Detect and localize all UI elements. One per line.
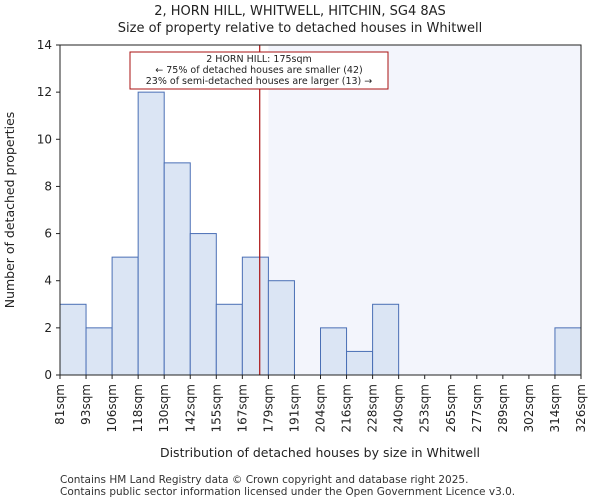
bar-216sqm xyxy=(346,350,374,376)
x-tick-label: 228sqm xyxy=(366,384,380,432)
x-axis-label: Distribution of detached houses by size … xyxy=(160,445,480,460)
bar-179sqm xyxy=(267,280,295,376)
bar-81sqm xyxy=(59,303,87,376)
x-tick-label: 314sqm xyxy=(548,384,562,432)
annotation-box: 2 HORN HILL: 175sqm ← 75% of detached ho… xyxy=(129,51,389,90)
x-tick-label: 277sqm xyxy=(470,384,484,432)
y-tick-label: 4 xyxy=(44,274,52,288)
x-tick-label: 179sqm xyxy=(261,384,275,432)
y-axis-label: Number of detached properties xyxy=(2,112,17,309)
x-tick-label: 106sqm xyxy=(105,384,119,432)
x-tick-label: 326sqm xyxy=(574,384,588,432)
x-tick-label: 265sqm xyxy=(444,384,458,432)
y-tick-label: 6 xyxy=(44,227,52,241)
x-tick-label: 253sqm xyxy=(418,384,432,432)
bar-228sqm xyxy=(372,303,400,376)
y-tick-label: 12 xyxy=(37,85,52,99)
highlight-region xyxy=(268,45,581,375)
x-tick-label: 216sqm xyxy=(340,384,354,432)
annotation-line-3: 23% of semi-detached houses are larger (… xyxy=(146,76,373,87)
annotation-line-2: ← 75% of detached houses are smaller (42… xyxy=(155,65,362,76)
x-tick-label: 130sqm xyxy=(157,384,171,432)
bar-155sqm xyxy=(215,303,243,376)
x-tick-label: 93sqm xyxy=(79,384,93,425)
y-tick-label: 8 xyxy=(44,179,52,193)
x-tick-label: 118sqm xyxy=(131,384,145,432)
x-tick-label: 191sqm xyxy=(287,384,301,432)
bar-142sqm xyxy=(189,233,217,376)
x-tick-label: 302sqm xyxy=(522,384,536,432)
y-tick-label: 2 xyxy=(44,321,52,335)
x-tick-label: 289sqm xyxy=(496,384,510,432)
x-axis: 81sqm 93sqm 106sqm 118sqm 130sqm 142sqm 155sqm… xyxy=(53,375,588,432)
bar-167sqm xyxy=(241,256,269,376)
bar-314sqm xyxy=(554,327,582,376)
bar-118sqm xyxy=(137,91,165,376)
x-tick-label: 81sqm xyxy=(53,384,67,425)
x-tick-label: 155sqm xyxy=(209,384,223,432)
chart-subtitle: Size of property relative to detached ho… xyxy=(118,21,482,36)
bar-130sqm xyxy=(163,162,191,376)
bar-204sqm xyxy=(320,327,348,376)
chart-title: 2, HORN HILL, WHITWELL, HITCHIN, SG4 8AS xyxy=(154,4,446,19)
x-tick-label: 167sqm xyxy=(235,384,249,432)
x-tick-label: 240sqm xyxy=(392,384,406,432)
y-axis: 0 2 4 6 8 10 12 14 xyxy=(37,38,60,382)
x-tick-label: 204sqm xyxy=(314,384,328,432)
bar-106sqm xyxy=(111,256,139,376)
bar-93sqm xyxy=(85,327,113,376)
footer-line-1: Contains HM Land Registry data © Crown c… xyxy=(60,474,468,486)
y-tick-label: 0 xyxy=(44,368,52,382)
x-tick-label: 142sqm xyxy=(183,384,197,432)
footer-line-2: Contains public sector information licen… xyxy=(60,486,515,498)
y-tick-label: 10 xyxy=(37,132,52,146)
annotation-line-1: 2 HORN HILL: 175sqm xyxy=(206,54,312,65)
bars-group xyxy=(59,91,582,376)
y-tick-label: 14 xyxy=(37,38,52,52)
